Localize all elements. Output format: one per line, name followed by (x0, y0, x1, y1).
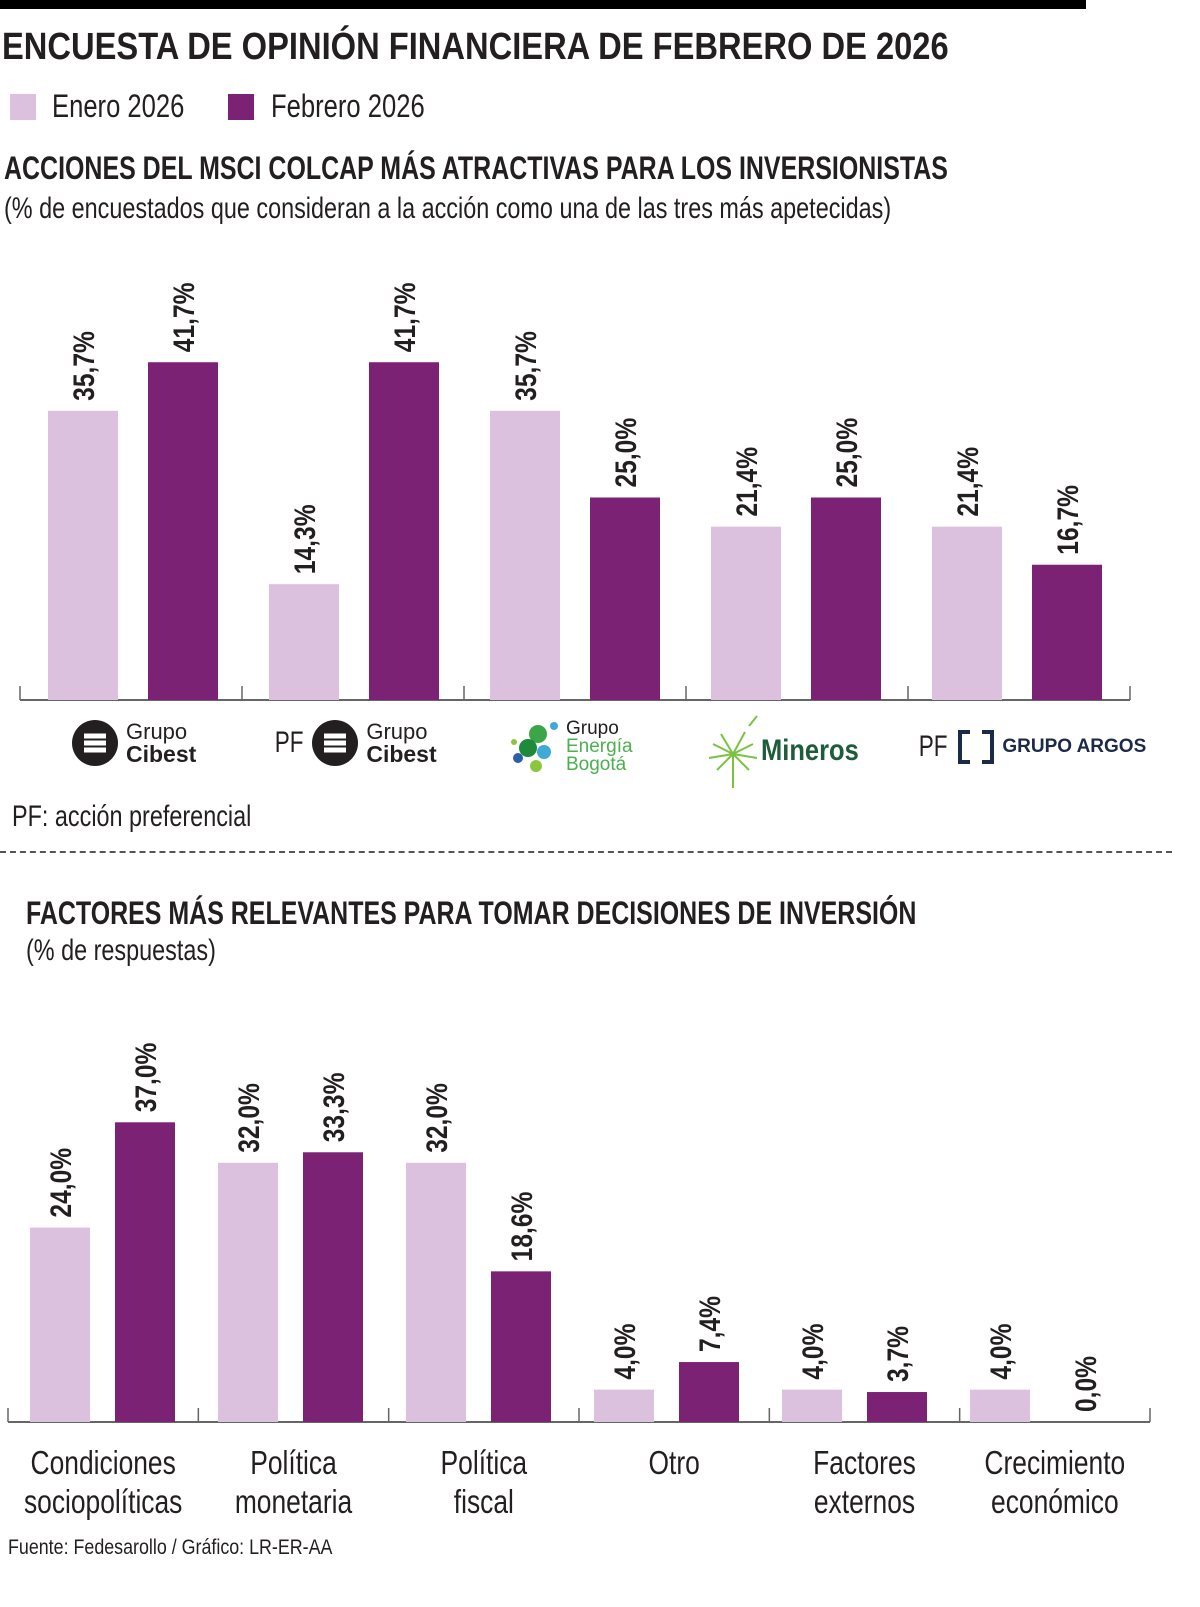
top-bar (0, 0, 1086, 9)
data-label: 14,3% (288, 504, 322, 574)
category-label: económico (991, 1484, 1119, 1520)
data-label: 24,0% (44, 1148, 78, 1218)
category-label: Crecimiento (984, 1445, 1125, 1481)
cibest-icon (72, 720, 118, 766)
bar-enero (490, 410, 560, 700)
bar-febrero (1032, 564, 1102, 700)
legend-label-febrero: Febrero 2026 (271, 88, 425, 124)
bar-enero (782, 1389, 842, 1422)
bar-enero (932, 526, 1002, 700)
pf-label: PF (918, 730, 948, 763)
legend-swatch-enero (10, 94, 36, 120)
data-label: 25,0% (609, 418, 643, 488)
category-label: Factores (813, 1445, 916, 1481)
bar-enero (711, 526, 781, 700)
bar-enero (269, 584, 339, 700)
bar-febrero (679, 1362, 739, 1422)
logo-text: Mineros (761, 734, 859, 767)
page-title: ENCUESTA DE OPINIÓN FINANCIERA DE FEBRER… (2, 26, 949, 68)
logo-pf-grupo-argos: PF GRUPO ARGOS (914, 730, 1146, 764)
data-label: 33,3% (317, 1073, 351, 1143)
data-label: 7,4% (693, 1296, 727, 1352)
logo-text: Grupo (566, 718, 619, 739)
bar-enero (30, 1227, 90, 1422)
category-label: Condiciones (31, 1445, 176, 1481)
category-label: Política (250, 1445, 337, 1481)
bar-febrero (303, 1152, 363, 1422)
category-label: externos (814, 1484, 915, 1520)
bar-febrero (148, 362, 218, 700)
data-label: 41,7% (167, 282, 201, 352)
bar-enero (594, 1389, 654, 1422)
legend-label-enero: Enero 2026 (52, 88, 185, 124)
chart1-subtitle: (% de encuestados que consideran a la ac… (4, 192, 892, 225)
data-label: 32,0% (232, 1083, 266, 1153)
logo-text: Cibest (366, 741, 437, 767)
cibest-icon (312, 720, 359, 766)
data-label: 4,0% (608, 1324, 642, 1380)
logo-text: Bogotá (566, 754, 627, 775)
logo-mineros: Mineros (705, 714, 876, 788)
divider (0, 851, 1172, 853)
bar-febrero (590, 497, 660, 700)
chart2-title: FACTORES MÁS RELEVANTES PARA TOMAR DECIS… (26, 895, 917, 931)
category-label: Política (441, 1445, 528, 1481)
bar-febrero (115, 1122, 175, 1422)
bar-febrero (369, 362, 439, 700)
data-label: 21,4% (730, 447, 764, 517)
data-label: 4,0% (796, 1324, 830, 1380)
bar-febrero (491, 1271, 551, 1422)
logo-text: Cibest (126, 741, 197, 767)
bar-enero (970, 1389, 1030, 1422)
category-label: Otro (648, 1445, 699, 1481)
logo-text: GRUPO ARGOS (1002, 736, 1147, 757)
category-label: sociopolíticas (24, 1484, 182, 1520)
pf-label: PF (274, 726, 304, 759)
data-label: 18,6% (505, 1192, 539, 1262)
logo-grupo-cibest: Grupo Cibest (72, 720, 196, 766)
source-note: Fuente: Fedesarollo / Gráfico: LR-ER-AA (8, 1536, 333, 1559)
data-label: 37,0% (129, 1043, 163, 1113)
chart1-note: PF: acción preferencial (12, 800, 252, 833)
bar-enero (48, 410, 118, 700)
data-label: 35,7% (509, 331, 543, 401)
dandelion-icon (708, 715, 758, 788)
argos-icon (958, 730, 995, 764)
bar-febrero (811, 497, 881, 700)
data-label: 41,7% (388, 282, 422, 352)
data-label: 0,0% (1069, 1356, 1103, 1412)
data-label: 35,7% (67, 331, 101, 401)
chart1-title: ACCIONES DEL MSCI COLCAP MÁS ATRACTIVAS … (4, 150, 948, 186)
category-label: monetaria (235, 1484, 353, 1520)
bar-enero (406, 1162, 466, 1422)
category-label: fiscal (454, 1484, 514, 1520)
data-label: 25,0% (830, 418, 864, 488)
logo-text: Grupo (366, 719, 428, 744)
geb-icon (511, 722, 558, 772)
chart2-subtitle: (% de respuestas) (26, 934, 216, 967)
data-label: 21,4% (951, 447, 985, 517)
data-label: 16,7% (1051, 485, 1085, 555)
chart1-plot: 35,7% 14,3% 35,7% 21,4% 21,4% 41,7% 41,7% 25,0%… (19, 282, 1131, 701)
logo-pf-grupo-cibest: PF Grupo Cibest (270, 720, 437, 766)
data-label: 3,7% (881, 1326, 915, 1382)
logo-grupo-energia-bogota: Grupo Energía Bogotá (508, 716, 633, 778)
logo-text: Grupo (126, 719, 188, 744)
bar-enero (218, 1162, 278, 1422)
logo-text: Energía (566, 736, 633, 757)
data-label: 4,0% (984, 1324, 1018, 1380)
data-label: 32,0% (420, 1083, 454, 1153)
legend-swatch-febrero (228, 94, 254, 120)
bar-febrero (867, 1392, 927, 1422)
